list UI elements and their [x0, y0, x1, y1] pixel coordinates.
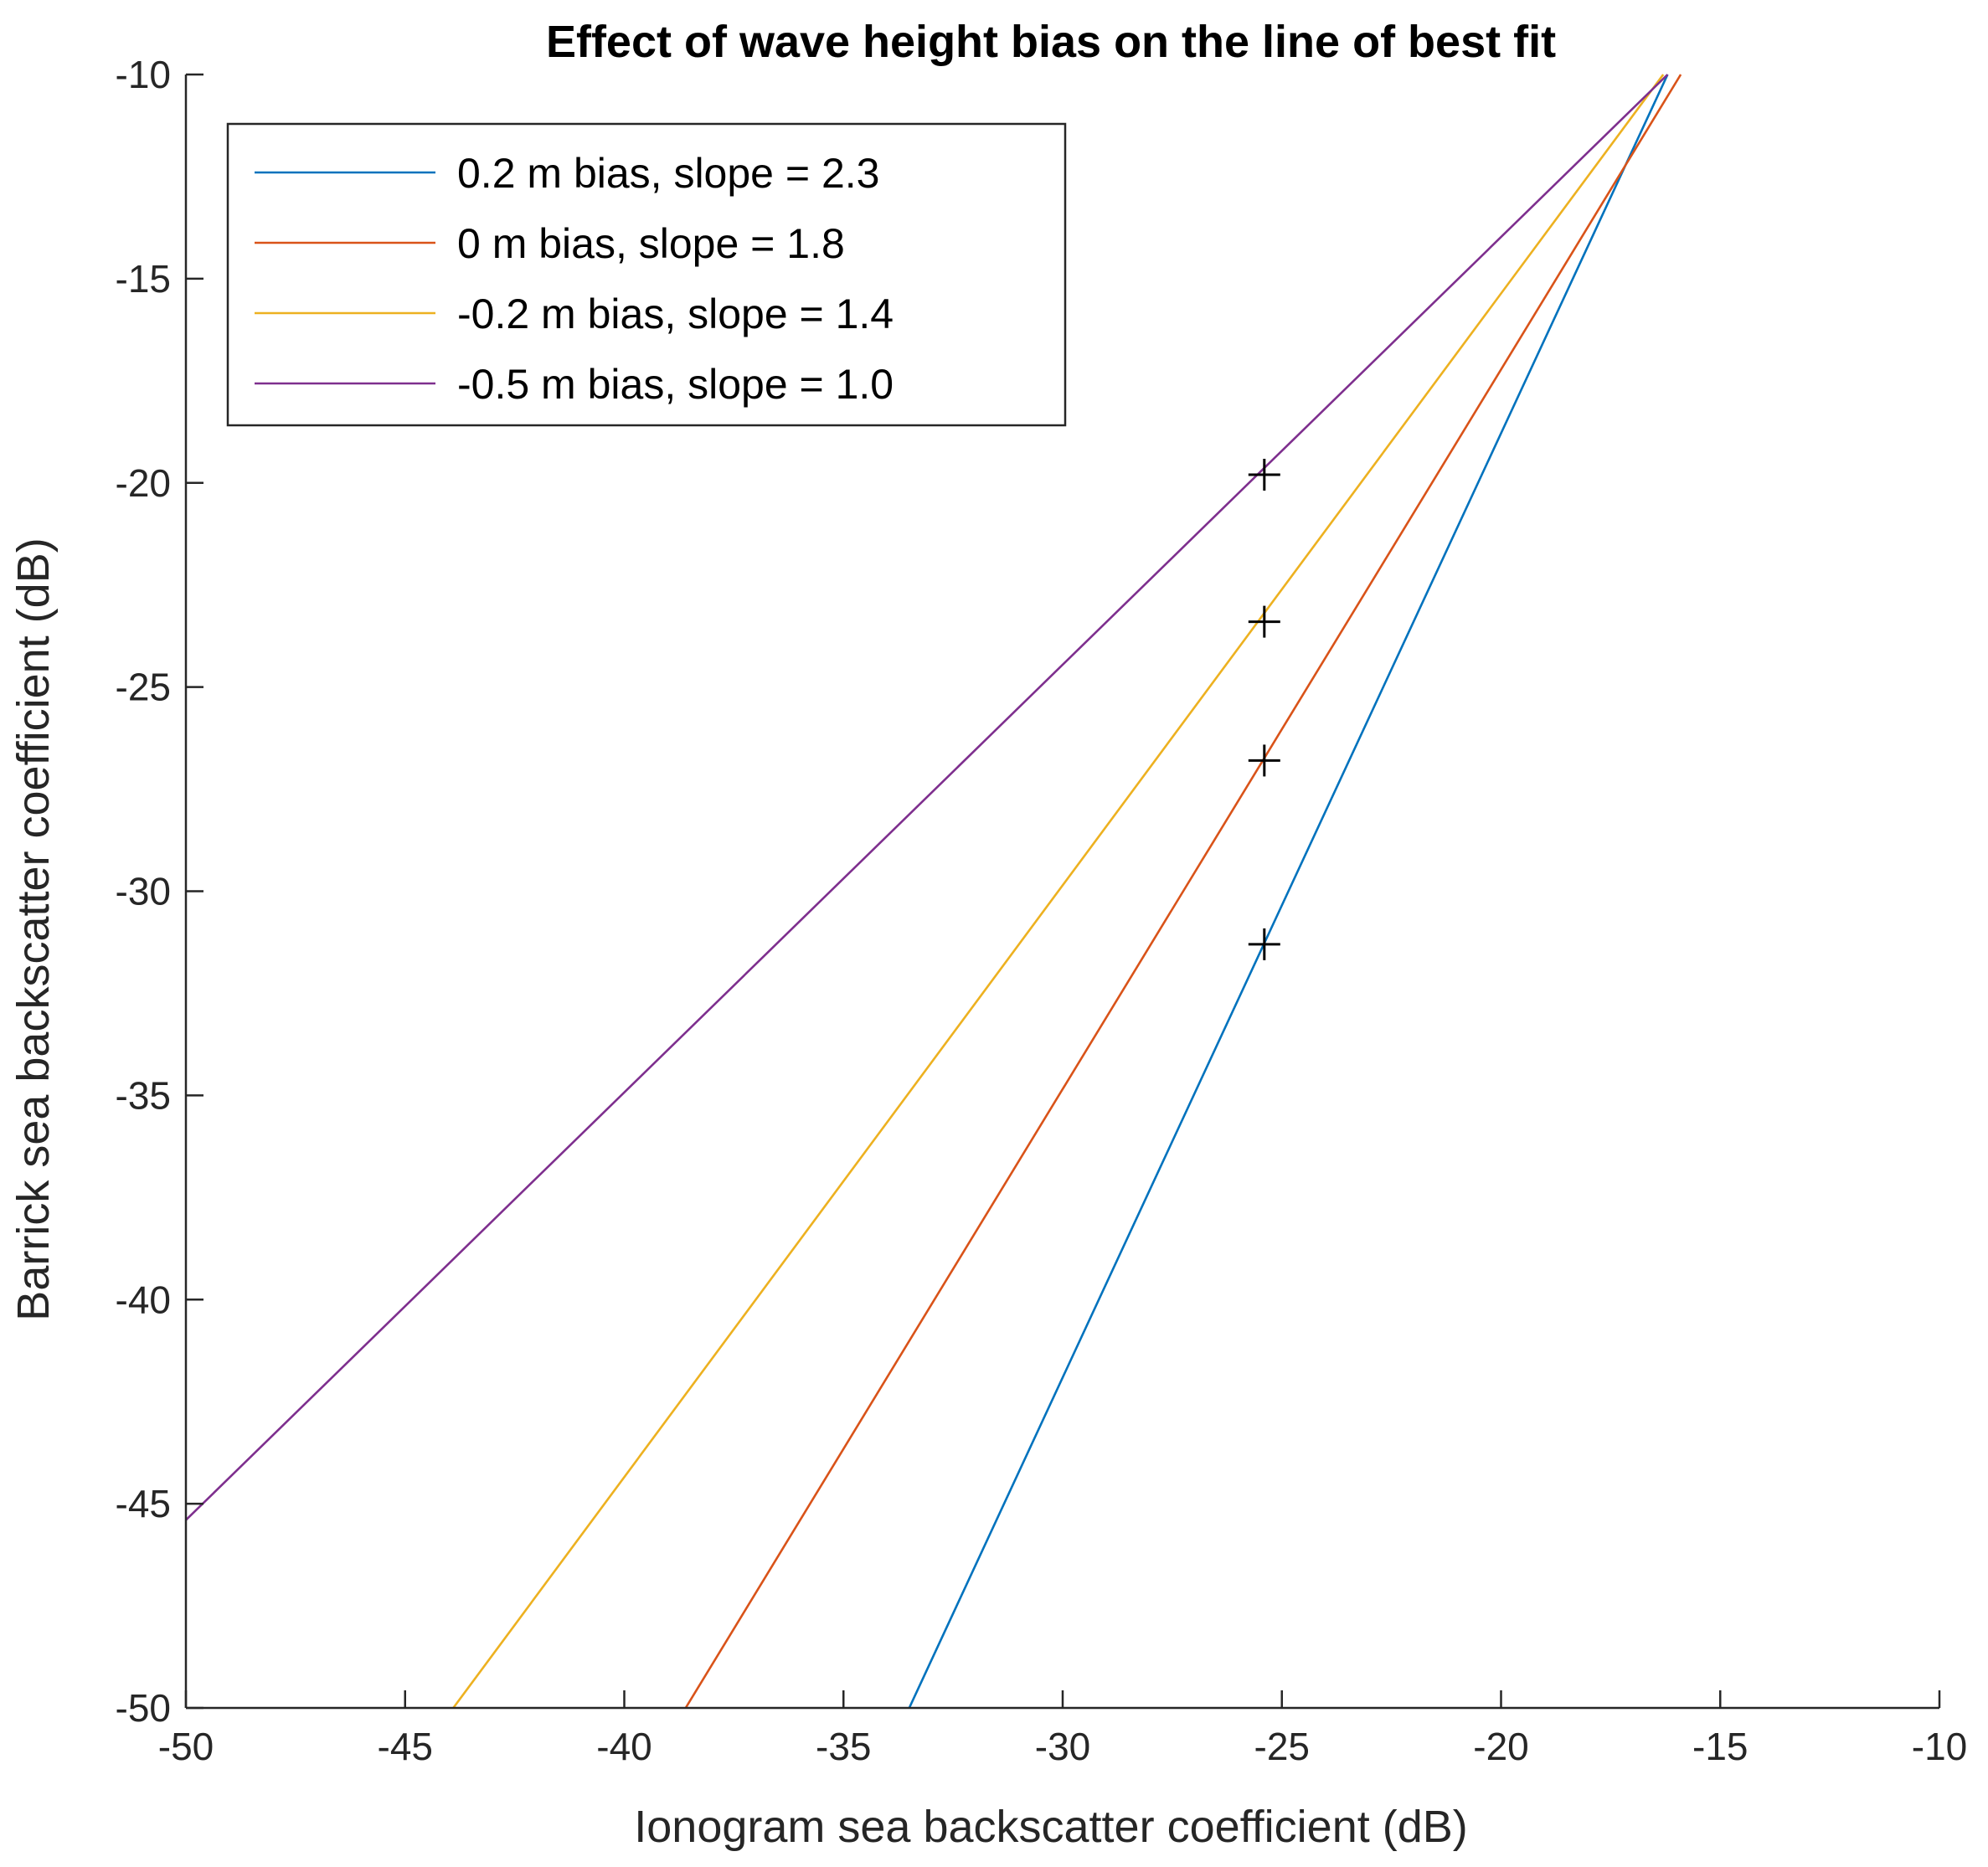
plot-area	[185, 74, 1682, 1709]
marker-plus-4	[1248, 928, 1280, 960]
x-tick-label: -40	[596, 1725, 652, 1768]
axes: -50 -45 -40 -35 -30 -25 -20 -15 -10 -50 -45 -40 -35 -…	[116, 53, 1968, 1768]
legend: 0.2 m bias, slope = 2.3 0 m bias, slope =…	[226, 122, 1067, 427]
y-axis-label: Barrick sea backscatter coefficient (dB)	[8, 537, 59, 1320]
y-tick-label: -25	[116, 666, 171, 709]
x-tick-label: -50	[158, 1725, 214, 1768]
y-tick-label: -15	[116, 257, 171, 301]
x-tick-label: -25	[1254, 1725, 1310, 1768]
x-tick-label: -30	[1035, 1725, 1090, 1768]
legend-label-3: -0.2 m bias, slope = 1.4	[457, 291, 894, 337]
x-tick-label: -20	[1473, 1725, 1528, 1768]
series-line-4	[185, 74, 1669, 1521]
marker-plus-3	[1248, 744, 1280, 777]
x-tick-label: -35	[816, 1725, 871, 1768]
y-tick-label: -10	[116, 53, 171, 96]
y-tick-label: -45	[116, 1482, 171, 1525]
x-tick-label: -15	[1692, 1725, 1748, 1768]
y-tick-label: -30	[116, 870, 171, 913]
y-tick-label: -35	[116, 1073, 171, 1117]
y-tick-label: -20	[116, 461, 171, 505]
marker-plus-1	[1248, 458, 1280, 491]
x-axis-label: Ionogram sea backscatter coefficient (dB…	[634, 1802, 1468, 1852]
marker-plus-2	[1248, 605, 1280, 638]
series-line-1	[908, 74, 1669, 1709]
legend-label-2: 0 m bias, slope = 1.8	[457, 220, 845, 267]
series-line-2	[684, 74, 1682, 1709]
legend-label-1: 0.2 m bias, slope = 2.3	[457, 150, 879, 197]
y-tick-label: -50	[116, 1686, 171, 1730]
legend-label-4: -0.5 m bias, slope = 1.0	[457, 361, 894, 408]
y-tick-label: -40	[116, 1278, 171, 1321]
x-tick-label: -10	[1912, 1725, 1967, 1768]
chart-title: Effect of wave height bias on the line o…	[546, 17, 1556, 67]
x-tick-label: -45	[378, 1725, 433, 1768]
legend-box	[226, 122, 1067, 427]
series-line-3	[452, 74, 1665, 1709]
